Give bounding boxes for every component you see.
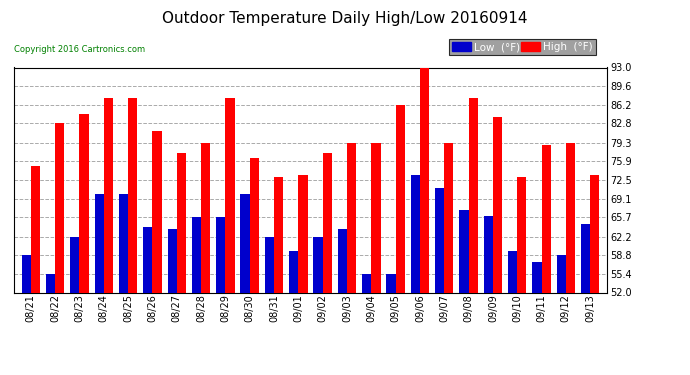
Bar [435, 188, 444, 292]
Bar [581, 224, 590, 292]
Bar [411, 174, 420, 292]
Bar [128, 98, 137, 292]
Bar [119, 194, 128, 292]
Bar [542, 146, 551, 292]
Bar [55, 123, 64, 292]
Bar [274, 177, 284, 292]
Bar [46, 274, 55, 292]
Bar [298, 174, 308, 292]
Text: Outdoor Temperature Daily High/Low 20160914: Outdoor Temperature Daily High/Low 20160… [162, 11, 528, 26]
Bar [265, 237, 274, 292]
Bar [484, 216, 493, 292]
Bar [79, 114, 89, 292]
Bar [240, 194, 250, 292]
Bar [493, 117, 502, 292]
Bar [144, 226, 152, 292]
Bar [216, 217, 226, 292]
Bar [289, 251, 298, 292]
Bar [313, 237, 323, 292]
Bar [444, 142, 453, 292]
Bar [508, 251, 518, 292]
Bar [177, 153, 186, 292]
Bar [201, 142, 210, 292]
Bar [250, 158, 259, 292]
Bar [420, 68, 429, 292]
Bar [347, 142, 356, 292]
Bar [566, 142, 575, 292]
Bar [70, 237, 79, 292]
Bar [95, 194, 103, 292]
Bar [323, 153, 332, 292]
Bar [518, 177, 526, 292]
Legend: Low  (°F), High  (°F): Low (°F), High (°F) [449, 39, 596, 56]
Bar [362, 274, 371, 292]
Bar [469, 98, 477, 292]
Bar [152, 130, 161, 292]
Bar [532, 262, 542, 292]
Bar [386, 274, 395, 292]
Bar [557, 255, 566, 292]
Bar [104, 98, 113, 292]
Bar [337, 230, 347, 292]
Bar [590, 174, 600, 292]
Bar [460, 210, 469, 292]
Bar [31, 166, 40, 292]
Text: Copyright 2016 Cartronics.com: Copyright 2016 Cartronics.com [14, 45, 145, 54]
Bar [192, 217, 201, 292]
Bar [371, 142, 381, 292]
Bar [395, 105, 405, 292]
Bar [226, 98, 235, 292]
Bar [168, 230, 177, 292]
Bar [21, 255, 31, 292]
